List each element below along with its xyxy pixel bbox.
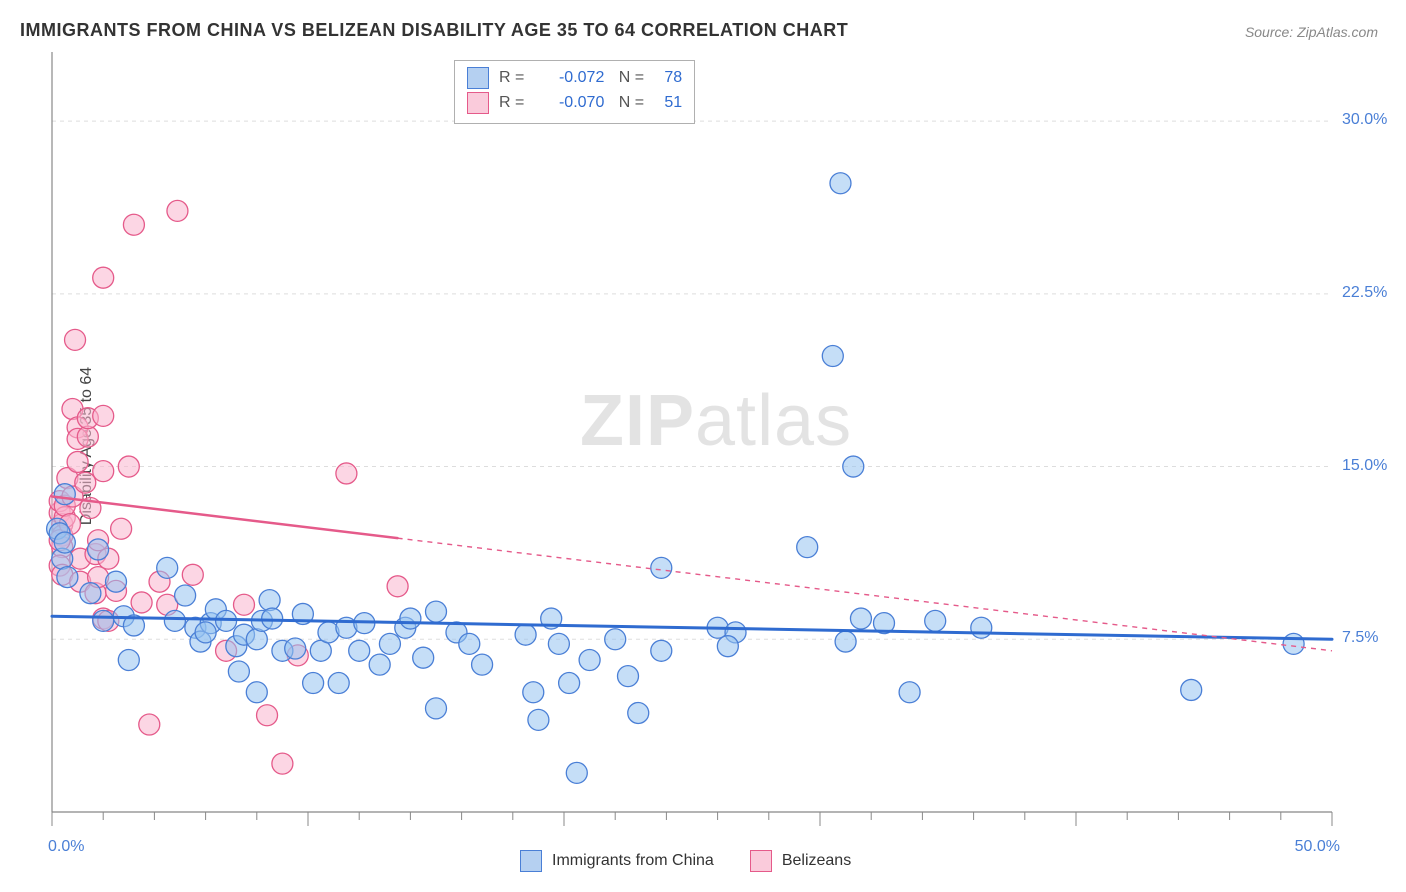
scatter-chart (0, 0, 1406, 892)
y-tick-label: 7.5% (1342, 629, 1378, 647)
r-value-blue: -0.072 (534, 66, 604, 91)
stats-row-pink: R = -0.070 N = 51 (467, 91, 682, 116)
n-value-pink: 51 (654, 91, 682, 116)
x-tick-label: 0.0% (48, 838, 84, 856)
r-label: R = (499, 66, 524, 91)
series-legend: Immigrants from China Belizeans (520, 850, 851, 872)
legend-swatch-blue-icon (520, 850, 542, 872)
n-value-blue: 78 (654, 66, 682, 91)
y-tick-label: 15.0% (1342, 457, 1387, 475)
legend-swatch-pink-icon (750, 850, 772, 872)
swatch-blue-icon (467, 67, 489, 89)
swatch-pink-icon (467, 92, 489, 114)
x-tick-label: 50.0% (1295, 838, 1340, 856)
n-label: N = (614, 91, 644, 116)
correlation-stats-box: R = -0.072 N = 78 R = -0.070 N = 51 (454, 60, 695, 124)
legend-label-blue: Immigrants from China (552, 852, 714, 870)
r-label: R = (499, 91, 524, 116)
n-label: N = (614, 66, 644, 91)
stats-row-blue: R = -0.072 N = 78 (467, 66, 682, 91)
y-tick-label: 30.0% (1342, 111, 1387, 129)
legend-label-pink: Belizeans (782, 852, 851, 870)
y-tick-label: 22.5% (1342, 284, 1387, 302)
r-value-pink: -0.070 (534, 91, 604, 116)
